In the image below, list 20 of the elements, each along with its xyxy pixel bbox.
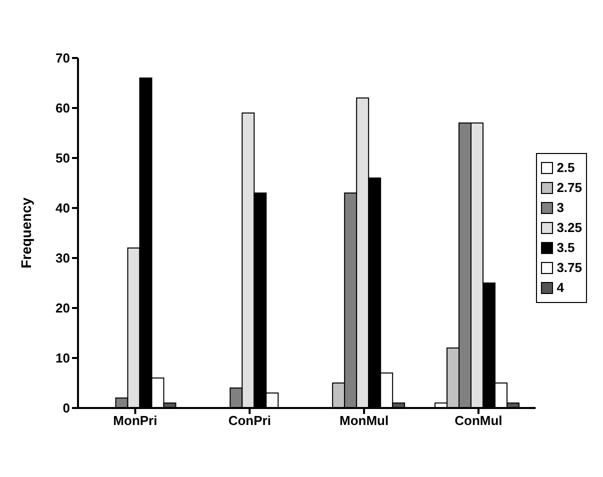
x-tick-label: ConMul — [454, 413, 502, 428]
legend-label: 3 — [556, 199, 564, 217]
y-tick-label: 10 — [56, 350, 70, 366]
y-axis-title: Frequency — [18, 197, 34, 268]
y-tick-label: 70 — [56, 50, 70, 66]
x-tick-label: MonMul — [340, 413, 389, 428]
y-tick-label: 40 — [56, 200, 70, 216]
legend-label: 3.5 — [556, 239, 575, 257]
y-tick-label: 60 — [56, 100, 70, 116]
legend-label: 2.75 — [556, 179, 582, 197]
y-tick-label: 20 — [56, 300, 70, 316]
legend-label: 3.75 — [556, 259, 582, 277]
y-tick-label: 0 — [62, 400, 70, 416]
x-tick-label: ConPri — [228, 413, 271, 428]
legend-label: 2.5 — [556, 159, 575, 177]
y-tick-label: 30 — [56, 250, 70, 266]
x-tick-label: MonPri — [113, 413, 158, 428]
legend-label: 4 — [556, 279, 564, 297]
y-tick-label: 50 — [56, 150, 70, 166]
legend-label: 3.25 — [556, 219, 582, 237]
